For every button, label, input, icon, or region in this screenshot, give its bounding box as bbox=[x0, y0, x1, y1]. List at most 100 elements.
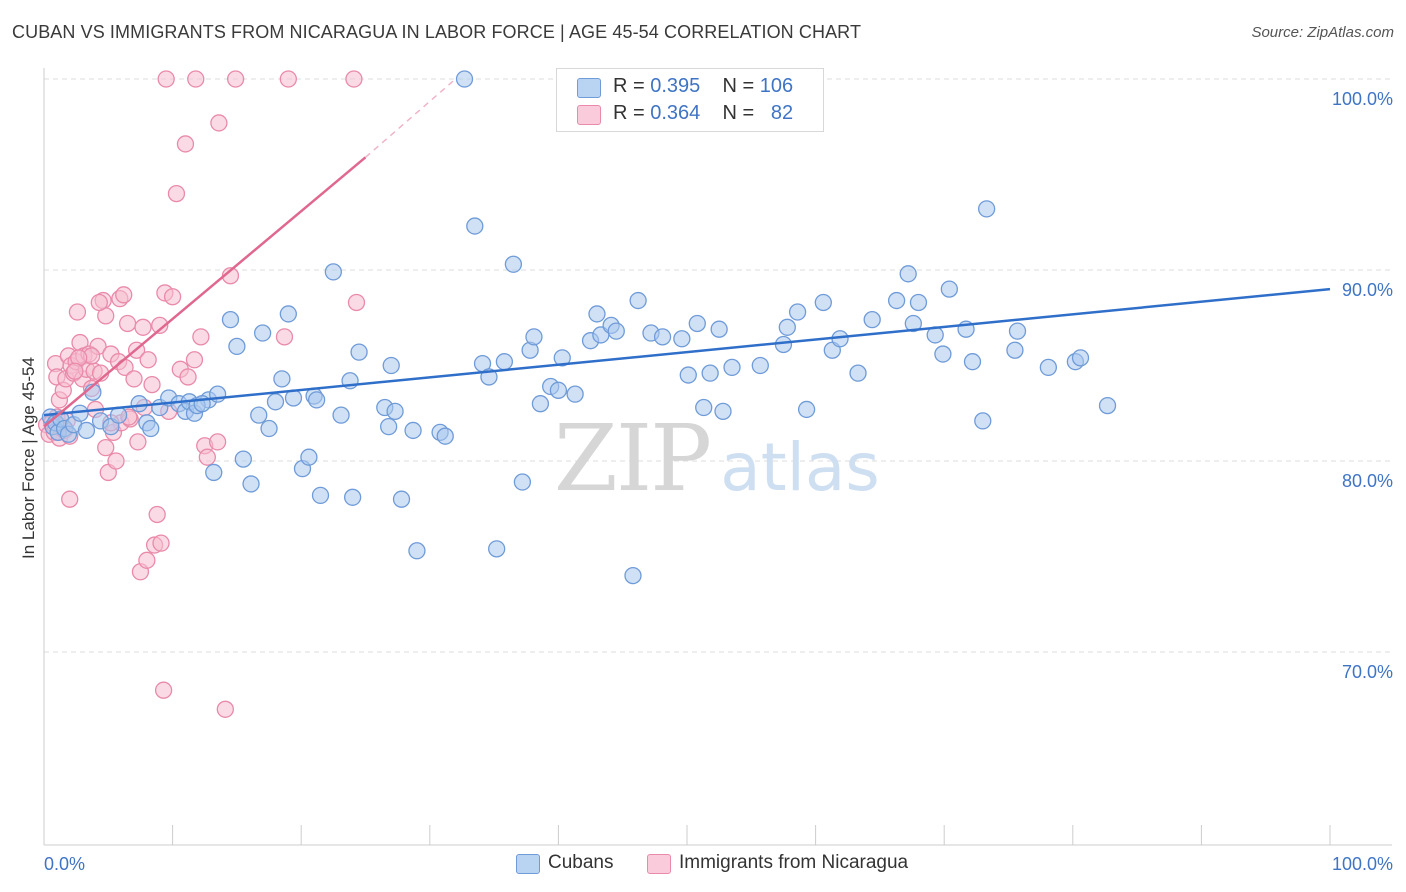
nicaragua-point bbox=[68, 303, 87, 321]
cuban-point bbox=[887, 291, 906, 310]
cuban-point bbox=[624, 566, 642, 585]
cuban-point bbox=[977, 200, 996, 218]
cuban-point bbox=[974, 412, 992, 430]
cuban-point bbox=[436, 427, 454, 445]
cuban-point bbox=[488, 540, 506, 558]
nicaragua-point bbox=[179, 368, 197, 386]
legend-swatch-nicaragua bbox=[647, 854, 671, 874]
nicaragua-point bbox=[90, 293, 108, 312]
nicaragua-point bbox=[61, 490, 79, 508]
cuban-point bbox=[221, 311, 240, 329]
nicaragua-point bbox=[139, 351, 157, 369]
watermark: ZIP atlas bbox=[554, 405, 880, 512]
nicaragua-point bbox=[154, 681, 173, 699]
x-tick-label: 100.0% bbox=[1332, 854, 1393, 874]
cuban-point bbox=[629, 291, 647, 310]
cuban-point bbox=[653, 328, 672, 346]
cuban-point bbox=[311, 486, 330, 505]
cuban-point bbox=[688, 314, 706, 333]
cuban-point bbox=[77, 421, 96, 440]
nicaragua-point bbox=[216, 700, 234, 718]
cuban-point bbox=[778, 318, 796, 336]
cuban-point bbox=[253, 324, 272, 342]
cuban-point bbox=[408, 542, 426, 560]
legend-label-cubans: Cubans bbox=[548, 852, 614, 873]
nicaragua-point bbox=[157, 70, 175, 88]
y-tick-label: 80.0% bbox=[1342, 471, 1393, 491]
legend-n-label: N = bbox=[722, 75, 755, 97]
nicaragua-point bbox=[148, 505, 166, 524]
legend-r-value: 0.364 bbox=[650, 102, 701, 124]
cuban-point bbox=[788, 303, 807, 321]
cuban-point bbox=[1006, 341, 1024, 359]
nicaragua-point bbox=[279, 70, 297, 88]
cuban-point bbox=[797, 400, 816, 419]
nicaragua-point bbox=[345, 70, 363, 88]
nicaragua-point bbox=[143, 375, 161, 394]
data-points bbox=[37, 70, 1117, 718]
legend-r-label: R = bbox=[613, 75, 645, 97]
cuban-point bbox=[940, 280, 958, 298]
cuban-point bbox=[904, 314, 922, 333]
cuban-point bbox=[909, 293, 928, 312]
correlation-legend: R = 0.395 N = 106 R = 0.364 N = 82 bbox=[556, 68, 824, 132]
nicaragua-point bbox=[107, 452, 125, 470]
axes bbox=[43, 68, 1392, 846]
cuban-point bbox=[350, 343, 368, 361]
cuban-point bbox=[588, 305, 606, 323]
cuban-point bbox=[566, 385, 584, 403]
legend-n-label: N = bbox=[722, 102, 755, 124]
nicaragua-point bbox=[66, 362, 84, 380]
source-note: Source: ZipAtlas.com bbox=[1251, 24, 1394, 41]
cuban-point bbox=[714, 402, 732, 420]
nicaragua-point bbox=[129, 433, 147, 451]
cuban-point bbox=[549, 381, 568, 399]
cuban-point bbox=[1008, 322, 1027, 340]
nicaragua-point bbox=[134, 318, 152, 336]
watermark-zip: ZIP bbox=[554, 405, 710, 512]
cuban-point bbox=[404, 421, 422, 440]
cuban-point bbox=[307, 391, 326, 409]
cuban-point bbox=[379, 417, 398, 436]
cuban-point bbox=[142, 419, 160, 438]
cuban-point bbox=[814, 293, 832, 312]
series-legend: Cubans Immigrants from Nicaragua bbox=[0, 852, 1406, 878]
cuban-point bbox=[723, 358, 741, 377]
nicaragua-trend-line bbox=[43, 156, 367, 428]
nicaragua-point bbox=[163, 288, 182, 306]
cuban-trend-line bbox=[43, 287, 1331, 417]
cuban-point bbox=[392, 490, 411, 508]
nicaragua-point bbox=[185, 351, 204, 369]
nicaragua-point bbox=[138, 551, 156, 569]
legend-swatch-cubans bbox=[516, 854, 540, 874]
y-tick-label: 100.0% bbox=[1332, 89, 1393, 109]
cuban-point bbox=[332, 406, 350, 424]
cuban-point bbox=[513, 473, 532, 491]
legend-r-label: R = bbox=[613, 102, 645, 124]
cuban-point bbox=[455, 70, 474, 88]
legend-label-nicaragua: Immigrants from Nicaragua bbox=[679, 852, 909, 873]
cuban-point bbox=[607, 322, 625, 340]
nicaragua-point bbox=[118, 314, 137, 333]
nicaragua-trend-extension bbox=[365, 78, 457, 158]
nicaragua-point bbox=[187, 70, 205, 88]
cuban-point bbox=[525, 328, 543, 346]
cuban-point bbox=[273, 370, 291, 388]
chart-title: CUBAN VS IMMIGRANTS FROM NICARAGUA IN LA… bbox=[12, 22, 862, 42]
nicaragua-point bbox=[275, 328, 294, 346]
nicaragua-point bbox=[210, 114, 228, 132]
cuban-point bbox=[242, 475, 260, 493]
nicaragua-point bbox=[192, 328, 210, 346]
cuban-point bbox=[495, 353, 514, 371]
nicaragua-point bbox=[208, 433, 227, 451]
nicaragua-point bbox=[151, 316, 169, 335]
cuban-point bbox=[710, 320, 728, 338]
cuban-point bbox=[250, 406, 268, 424]
cuban-point bbox=[382, 356, 400, 375]
nicaragua-point bbox=[125, 370, 143, 388]
cuban-point bbox=[343, 488, 362, 506]
trend-lines bbox=[43, 78, 1331, 428]
gridlines bbox=[44, 78, 1392, 653]
legend-r-value: 0.395 bbox=[650, 75, 701, 97]
y-axis-label: In Labor Force | Age 45-54 bbox=[19, 357, 38, 559]
